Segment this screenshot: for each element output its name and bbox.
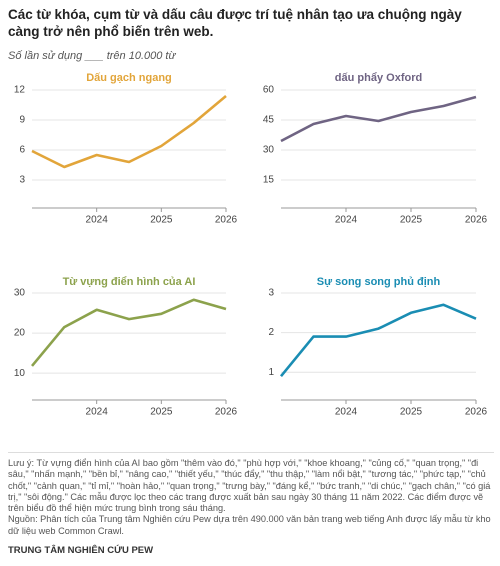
y-tick-label: 1	[268, 367, 274, 378]
x-tick-label: 2026	[465, 407, 488, 418]
x-tick-label: 2024	[86, 407, 109, 418]
x-tick-label: 2025	[400, 407, 423, 418]
source: Nguồn: Phân tích của Trung tâm Nghiên cứ…	[8, 514, 491, 536]
y-tick-label: 30	[14, 288, 26, 299]
line	[31, 298, 227, 367]
x-tick-label: 2024	[86, 215, 109, 226]
y-tick-label: 20	[14, 328, 26, 339]
y-tick-label: 9	[19, 115, 25, 126]
line	[280, 95, 477, 143]
panel-title: dấu phẩy Oxford	[335, 72, 422, 84]
subtitle: Số lần sử dụng ___ trên 10.000 từ	[8, 50, 176, 62]
y-tick-label: 3	[19, 175, 25, 186]
x-tick-label: 2026	[465, 215, 488, 226]
y-tick-label: 15	[263, 175, 275, 186]
x-tick-label: 2024	[335, 407, 358, 418]
panel-title: Dấu gạch ngang	[86, 72, 172, 84]
panel-title: Từ vựng điển hình của AI	[63, 276, 196, 288]
x-tick-label: 2025	[150, 407, 173, 418]
line	[279, 303, 477, 378]
y-tick-label: 30	[263, 145, 275, 156]
y-tick-label: 45	[263, 115, 275, 126]
line	[31, 95, 227, 169]
y-tick-label: 6	[19, 145, 25, 156]
y-tick-label: 12	[14, 85, 26, 96]
x-tick-label: 2024	[335, 215, 358, 226]
note: Lưu ý: Từ vựng điển hình của AI bao gồm …	[8, 458, 491, 514]
panel-title: Sự song song phủ định	[317, 276, 441, 288]
x-tick-label: 2026	[215, 215, 238, 226]
y-tick-label: 3	[268, 288, 274, 299]
y-tick-label: 60	[263, 85, 275, 96]
x-tick-label: 2025	[150, 215, 173, 226]
y-tick-label: 10	[14, 368, 26, 379]
notes: Lưu ý: Từ vựng điển hình của AI bao gồm …	[8, 458, 494, 537]
separator	[8, 452, 494, 453]
title: Các từ khóa, cụm từ và dấu câu được trí …	[8, 7, 462, 39]
x-tick-label: 2026	[215, 407, 238, 418]
x-tick-label: 2025	[400, 215, 423, 226]
y-tick-label: 2	[268, 327, 274, 338]
brand: TRUNG TÂM NGHIÊN CỨU PEW	[8, 545, 154, 556]
